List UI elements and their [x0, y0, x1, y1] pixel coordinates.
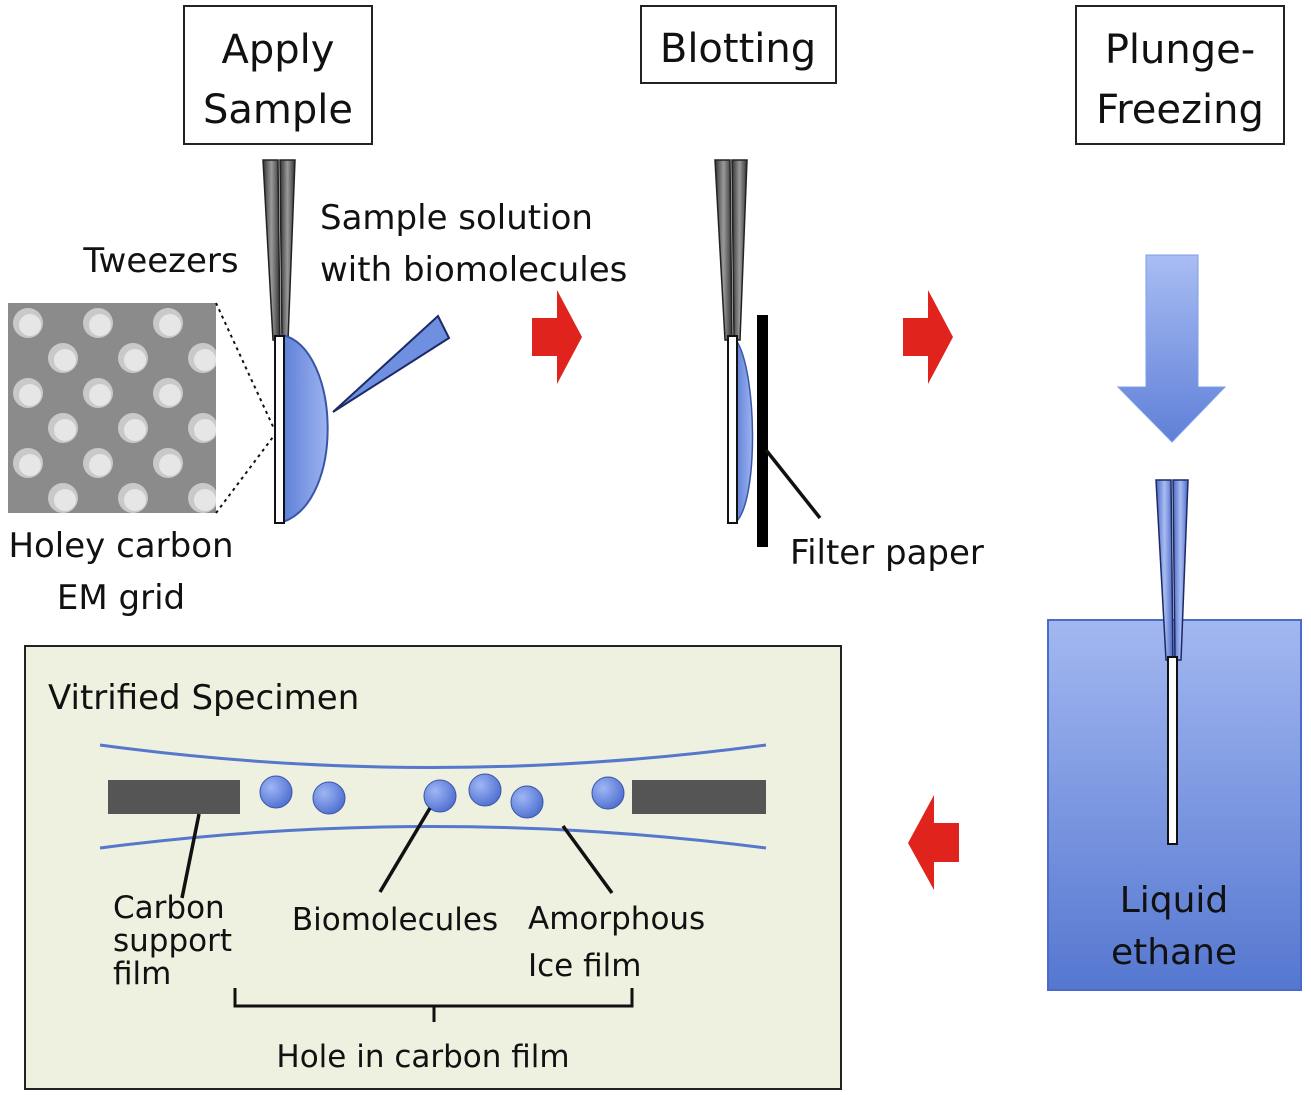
label-carbon-line3: film — [113, 956, 171, 992]
label-filter-paper: Filter paper — [790, 533, 984, 573]
step-plunge-line1: Plunge- — [1105, 27, 1255, 73]
step-apply-sample: Apply Sample — [183, 5, 373, 145]
specimen-title: Vitrified Specimen — [48, 678, 359, 718]
red-arrow-icon — [903, 290, 953, 384]
filter-paper — [757, 315, 768, 547]
biomolecule — [591, 776, 625, 810]
step-plunge-line2: Freezing — [1096, 87, 1264, 133]
biomolecule — [312, 781, 346, 815]
label-grid-line2: EM grid — [57, 578, 185, 618]
carbon-support-right — [632, 780, 766, 814]
em-grid — [1167, 656, 1178, 845]
em-grid — [274, 335, 285, 524]
label-carbon-line2: support — [113, 923, 232, 959]
label-ethane-line1: Liquid — [1120, 880, 1229, 921]
red-arrow-icon — [908, 795, 959, 890]
label-grid-line1: Holey carbon — [8, 526, 233, 566]
label-tweezers: Tweezers — [82, 241, 238, 281]
label-ice-line1: Amorphous — [528, 901, 705, 937]
biomolecule — [468, 773, 502, 807]
pipette-icon — [332, 314, 451, 413]
step-apply-line1: Apply — [222, 27, 335, 73]
vitrified-specimen-panel: Vitrified Specimen Carbon support film B… — [24, 645, 842, 1090]
step-blotting: Blotting — [640, 5, 837, 84]
step-blotting-label: Blotting — [660, 26, 816, 72]
down-arrow-icon — [1116, 254, 1227, 443]
sample-droplet — [282, 333, 329, 524]
step-plunge-freezing: Plunge- Freezing — [1075, 5, 1285, 145]
ice-film-top-edge — [99, 743, 767, 769]
carbon-support-left — [108, 780, 240, 814]
tweezers-icon — [262, 159, 296, 341]
em-grid — [727, 335, 738, 524]
red-arrow-icon — [532, 290, 582, 384]
biomolecule — [510, 785, 544, 819]
label-ice-line2: Ice film — [528, 948, 641, 984]
label-carbon-line1: Carbon — [113, 890, 225, 926]
blotted-sample — [735, 337, 754, 524]
label-ethane-line2: ethane — [1111, 932, 1237, 973]
biomolecule — [259, 775, 293, 809]
label-sample-line2: with biomolecules — [320, 250, 627, 290]
biomolecule — [423, 779, 457, 813]
hole-bracket — [233, 988, 634, 1022]
label-hole: Hole in carbon film — [276, 1039, 569, 1075]
tweezers-icon — [714, 159, 748, 341]
holey-carbon-grid-image — [8, 302, 277, 514]
label-sample-line1: Sample solution — [320, 198, 593, 238]
label-biomolecules: Biomolecules — [292, 902, 498, 938]
step-apply-line2: Sample — [203, 87, 353, 133]
tweezers-icon — [1155, 479, 1189, 661]
